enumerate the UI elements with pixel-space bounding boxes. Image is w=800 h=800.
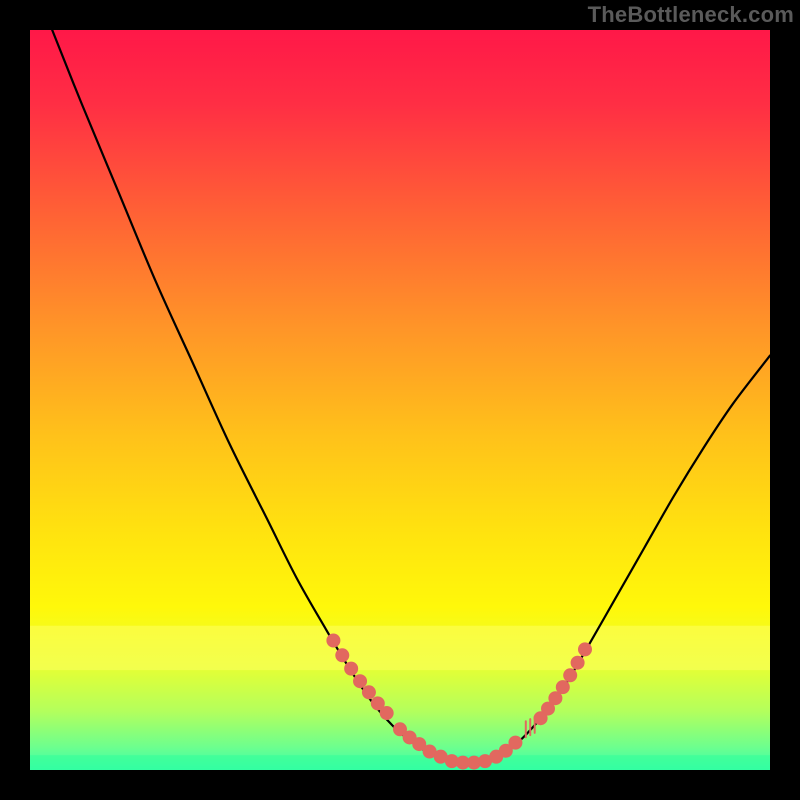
plot-area xyxy=(30,30,770,770)
dot-marker xyxy=(509,736,522,749)
highlight-band xyxy=(30,626,770,670)
dot-marker xyxy=(564,669,577,682)
chart-stage: TheBottleneck.com xyxy=(0,0,800,800)
dot-marker xyxy=(336,649,349,662)
watermark-label: TheBottleneck.com xyxy=(588,2,794,28)
dot-marker xyxy=(345,662,358,675)
dot-marker xyxy=(549,692,562,705)
dot-marker xyxy=(571,656,584,669)
dot-marker xyxy=(579,643,592,656)
dot-marker xyxy=(354,675,367,688)
dot-marker xyxy=(362,686,375,699)
dot-marker xyxy=(380,707,393,720)
dot-marker xyxy=(556,681,569,694)
chart-svg xyxy=(30,30,770,770)
dot-marker xyxy=(327,634,340,647)
highlight-band xyxy=(30,755,770,770)
